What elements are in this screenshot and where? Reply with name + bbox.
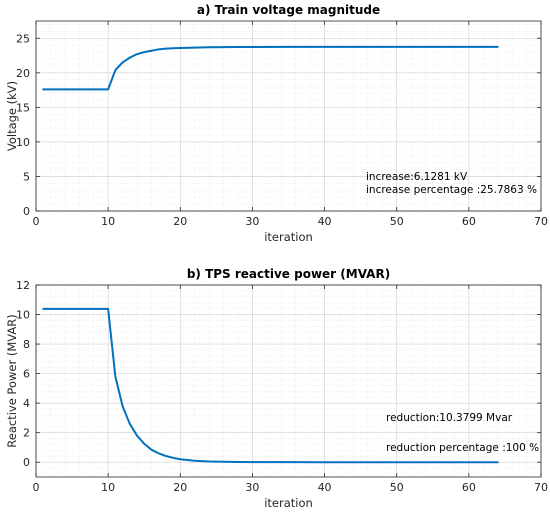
- y-tick-label: 12: [16, 279, 30, 292]
- y-tick-label: 6: [23, 368, 30, 381]
- y-axis-label: Reactive Power (MVAR): [5, 314, 19, 447]
- x-tick-label: 20: [173, 215, 187, 228]
- annotation-text: increase percentage :25.7863 %: [366, 184, 537, 196]
- y-tick-label: 10: [16, 136, 30, 149]
- axes-box: [35, 284, 542, 478]
- series-line: [42, 45, 499, 91]
- chart-title: b) TPS reactive power (MVAR): [187, 267, 390, 281]
- panel-a-voltage: 0 10 20 30 40 50 60 70 0 5 10 15 20 25 a) Train voltag…: [5, 3, 548, 244]
- y-tick-label: 10: [16, 309, 30, 322]
- y-axis-label: Voltage (kV): [5, 81, 19, 151]
- x-tick-label: 50: [390, 215, 404, 228]
- y-tick-label: 0: [23, 205, 30, 218]
- axes-box: [35, 20, 542, 212]
- y-tick-label: 8: [23, 338, 30, 351]
- y-tick-label: 25: [16, 32, 30, 45]
- plot-area: [36, 21, 541, 211]
- y-tick-label: 20: [16, 67, 30, 80]
- y-tick-label: 5: [23, 170, 30, 183]
- x-tick-label: 20: [173, 481, 187, 494]
- annotation-text: reduction percentage :100 %: [386, 442, 539, 454]
- grid: [35, 284, 542, 477]
- panel-b-reactive-power: 0 10 20 30 40 50 60 70 0 2 4 6 8 10 12 b) TPS reactive …: [5, 267, 548, 510]
- plot-area: [36, 285, 541, 477]
- x-tick-label: 60: [462, 215, 476, 228]
- x-tick-label: 40: [318, 481, 332, 494]
- x-tick-label: 0: [33, 215, 40, 228]
- series-line: [42, 307, 499, 464]
- y-tick-label: 2: [23, 427, 30, 440]
- x-tick-label: 40: [318, 215, 332, 228]
- y-tick-label: 4: [23, 397, 30, 410]
- x-tick-label: 30: [245, 481, 259, 494]
- chart-title: a) Train voltage magnitude: [197, 3, 380, 17]
- x-tick-label: 70: [534, 481, 548, 494]
- x-tick-label: 0: [33, 481, 40, 494]
- x-axis-label: iteration: [264, 496, 313, 510]
- x-tick-label: 60: [462, 481, 476, 494]
- x-tick-label: 10: [101, 215, 115, 228]
- annotation-text: reduction:10.3799 Mvar: [386, 412, 513, 424]
- x-axis-label: iteration: [264, 230, 313, 244]
- x-tick-label: 70: [534, 215, 548, 228]
- annotation-text: increase:6.1281 kV: [366, 171, 468, 183]
- x-tick-label: 10: [101, 481, 115, 494]
- x-tick-label: 50: [390, 481, 404, 494]
- y-tick-label: 15: [16, 101, 30, 114]
- y-tick-label: 0: [23, 456, 30, 469]
- x-tick-label: 30: [245, 215, 259, 228]
